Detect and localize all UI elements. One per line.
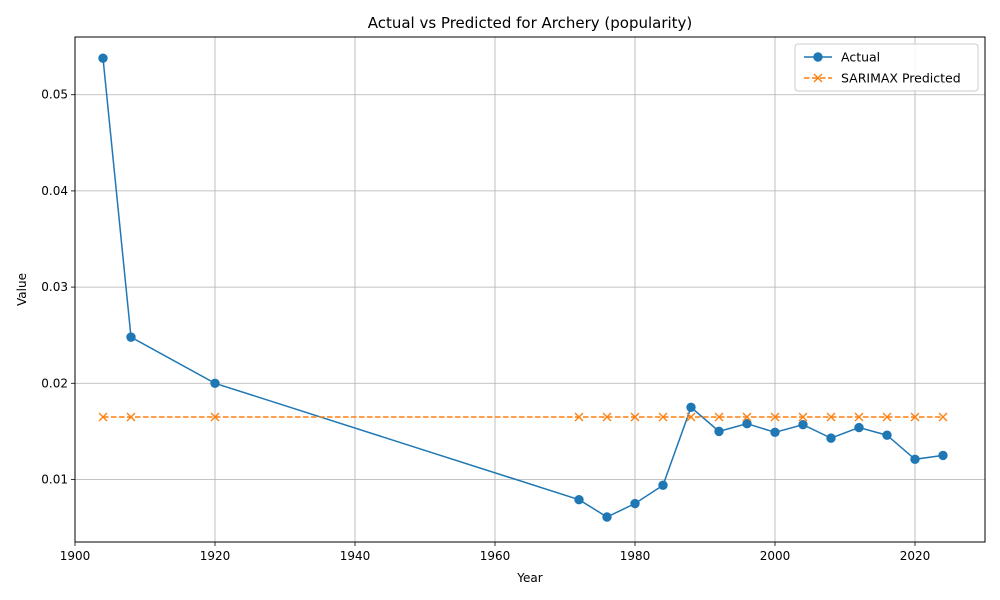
data-point [686, 412, 696, 422]
data-point [630, 412, 640, 422]
y-axis: 0.01 0.02 0.03 0.04 0.05 [41, 88, 75, 486]
series-actual [98, 53, 948, 522]
x-tick-label: 1920 [200, 549, 231, 563]
data-point [854, 412, 864, 422]
x-axis-label: Year [516, 571, 542, 585]
grid [74, 37, 985, 542]
data-point [714, 426, 724, 437]
legend: Actual SARIMAX Predicted [794, 43, 979, 92]
data-point [126, 332, 136, 342]
data-point [98, 412, 108, 422]
data-point [602, 512, 612, 522]
data-point [798, 419, 808, 430]
data-point [98, 53, 108, 63]
y-axis-label: Value [15, 273, 29, 306]
data-point [882, 430, 892, 440]
data-point [126, 412, 136, 422]
y-tick-label: 0.04 [41, 184, 68, 198]
data-point [770, 412, 780, 422]
data-point [938, 412, 948, 422]
x-tick-label: 1900 [60, 549, 91, 563]
y-tick-label: 0.02 [41, 376, 68, 390]
data-point [813, 73, 823, 83]
legend-label: SARIMAX Predicted [841, 71, 961, 86]
x-axis: 1900 1920 1940 1960 1980 2000 2020 [60, 542, 931, 563]
x-tick-label: 1960 [480, 549, 511, 563]
data-point [882, 412, 892, 422]
data-point [686, 402, 696, 413]
data-point [742, 418, 752, 429]
data-point [813, 52, 823, 62]
data-point [826, 433, 836, 443]
data-point [210, 378, 220, 388]
data-point [630, 498, 640, 509]
plot-frame [74, 36, 986, 543]
data-point [910, 454, 920, 464]
legend-box [794, 43, 979, 92]
data-point [210, 412, 220, 422]
data-point [938, 450, 948, 461]
x-tick-label: 2020 [900, 549, 931, 563]
x-tick-label: 2000 [760, 549, 791, 563]
data-point [826, 412, 836, 422]
data-point [770, 427, 780, 438]
series-layer [98, 53, 948, 522]
x-tick-label: 1940 [340, 549, 371, 563]
data-point [658, 412, 668, 422]
legend-label: Actual [841, 50, 880, 65]
data-point [574, 412, 584, 422]
data-point [854, 422, 864, 433]
data-point [602, 412, 612, 422]
chart-title: Actual vs Predicted for Archery (popular… [368, 14, 693, 32]
y-tick-label: 0.05 [41, 88, 68, 102]
data-point [910, 412, 920, 422]
data-point [658, 480, 668, 490]
y-tick-label: 0.03 [41, 280, 68, 294]
data-point [742, 412, 752, 422]
data-point [798, 412, 808, 422]
series-predicted [98, 412, 948, 422]
y-tick-label: 0.01 [41, 472, 68, 486]
data-point [714, 412, 724, 422]
data-point [574, 494, 584, 505]
x-tick-label: 1980 [620, 549, 651, 563]
